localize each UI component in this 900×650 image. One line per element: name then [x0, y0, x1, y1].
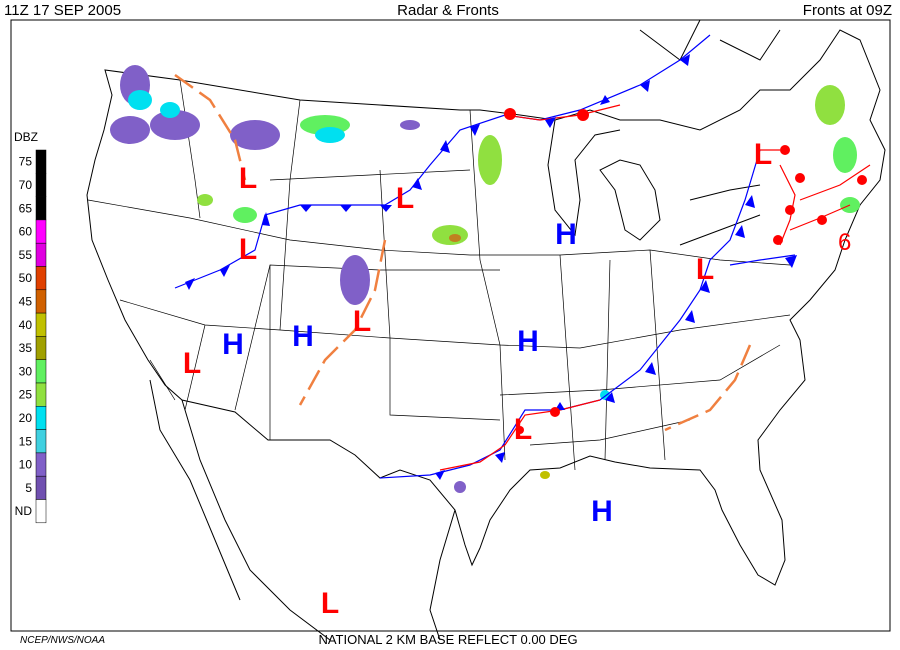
- fronts: [174, 34, 871, 480]
- legend-label: 50: [19, 271, 33, 285]
- legend-label: ND: [15, 504, 33, 518]
- map-frame: [10, 19, 891, 632]
- high-center: H: [517, 325, 539, 358]
- legend-label: 30: [19, 364, 33, 378]
- high-center: H: [222, 328, 244, 361]
- legend-label: 70: [19, 178, 33, 192]
- low-center: L: [514, 413, 532, 446]
- legend-swatch: [35, 312, 47, 337]
- low-center: L: [396, 182, 414, 215]
- header-fronts: Fronts at 09Z: [803, 2, 892, 19]
- legend-swatch: [35, 266, 47, 291]
- legend-swatch: [35, 359, 47, 384]
- legend-label: 10: [19, 458, 33, 472]
- legend-label: 40: [19, 318, 33, 332]
- low-center: L: [754, 138, 772, 171]
- legend: DBZ 75 70 65 60 55 50 45 40 35 30 25 20 15 10 5 ND: [12, 130, 48, 540]
- legend-swatch: [35, 149, 47, 174]
- low-center: L: [239, 162, 257, 195]
- legend-swatch: [35, 173, 47, 197]
- legend-label: 5: [25, 481, 32, 495]
- legend-label: 75: [19, 155, 33, 169]
- low-center: L: [696, 253, 714, 286]
- legend-label: 65: [19, 201, 33, 215]
- low-center: L: [183, 347, 201, 380]
- legend-swatch: [35, 196, 47, 221]
- legend-swatch: [35, 429, 47, 454]
- high-center: H: [591, 495, 613, 528]
- legend-swatch: [35, 289, 47, 314]
- legend-swatch: [35, 242, 47, 267]
- high-center: H: [292, 320, 314, 353]
- legend-label: 25: [19, 388, 33, 402]
- legend-label: 15: [19, 434, 33, 448]
- legend-swatch: [35, 336, 47, 360]
- legend-label: 60: [19, 225, 33, 239]
- storm-symbol: 6: [838, 229, 851, 256]
- high-center: H: [555, 218, 577, 251]
- low-center: L: [321, 587, 339, 620]
- legend-label: 20: [19, 411, 33, 425]
- coastlines: [86, 19, 886, 641]
- state-lines: [87, 79, 791, 471]
- legend-label: 55: [19, 248, 33, 262]
- legend-swatch: [35, 382, 47, 407]
- legend-swatch: [35, 219, 47, 244]
- header-time: 11Z 17 SEP 2005: [4, 2, 121, 19]
- legend-title: DBZ: [14, 130, 38, 144]
- low-center: L: [353, 305, 371, 338]
- radar-echoes: [110, 65, 860, 493]
- footer-source: NCEP/NWS/NOAA: [20, 635, 105, 646]
- legend-swatch: [35, 406, 47, 430]
- legend-swatch: [35, 499, 47, 524]
- legend-swatch: [35, 475, 47, 500]
- legend-label: 35: [19, 341, 33, 355]
- legend-label: 45: [19, 294, 33, 308]
- header-title: Radar & Fronts: [397, 2, 499, 19]
- pressure-centers: L L L H L L H H L L H L H L: [183, 138, 772, 620]
- legend-swatch: [35, 452, 47, 477]
- low-center: L: [239, 233, 257, 266]
- footer-product: NATIONAL 2 KM BASE REFLECT 0.00 DEG: [318, 632, 577, 647]
